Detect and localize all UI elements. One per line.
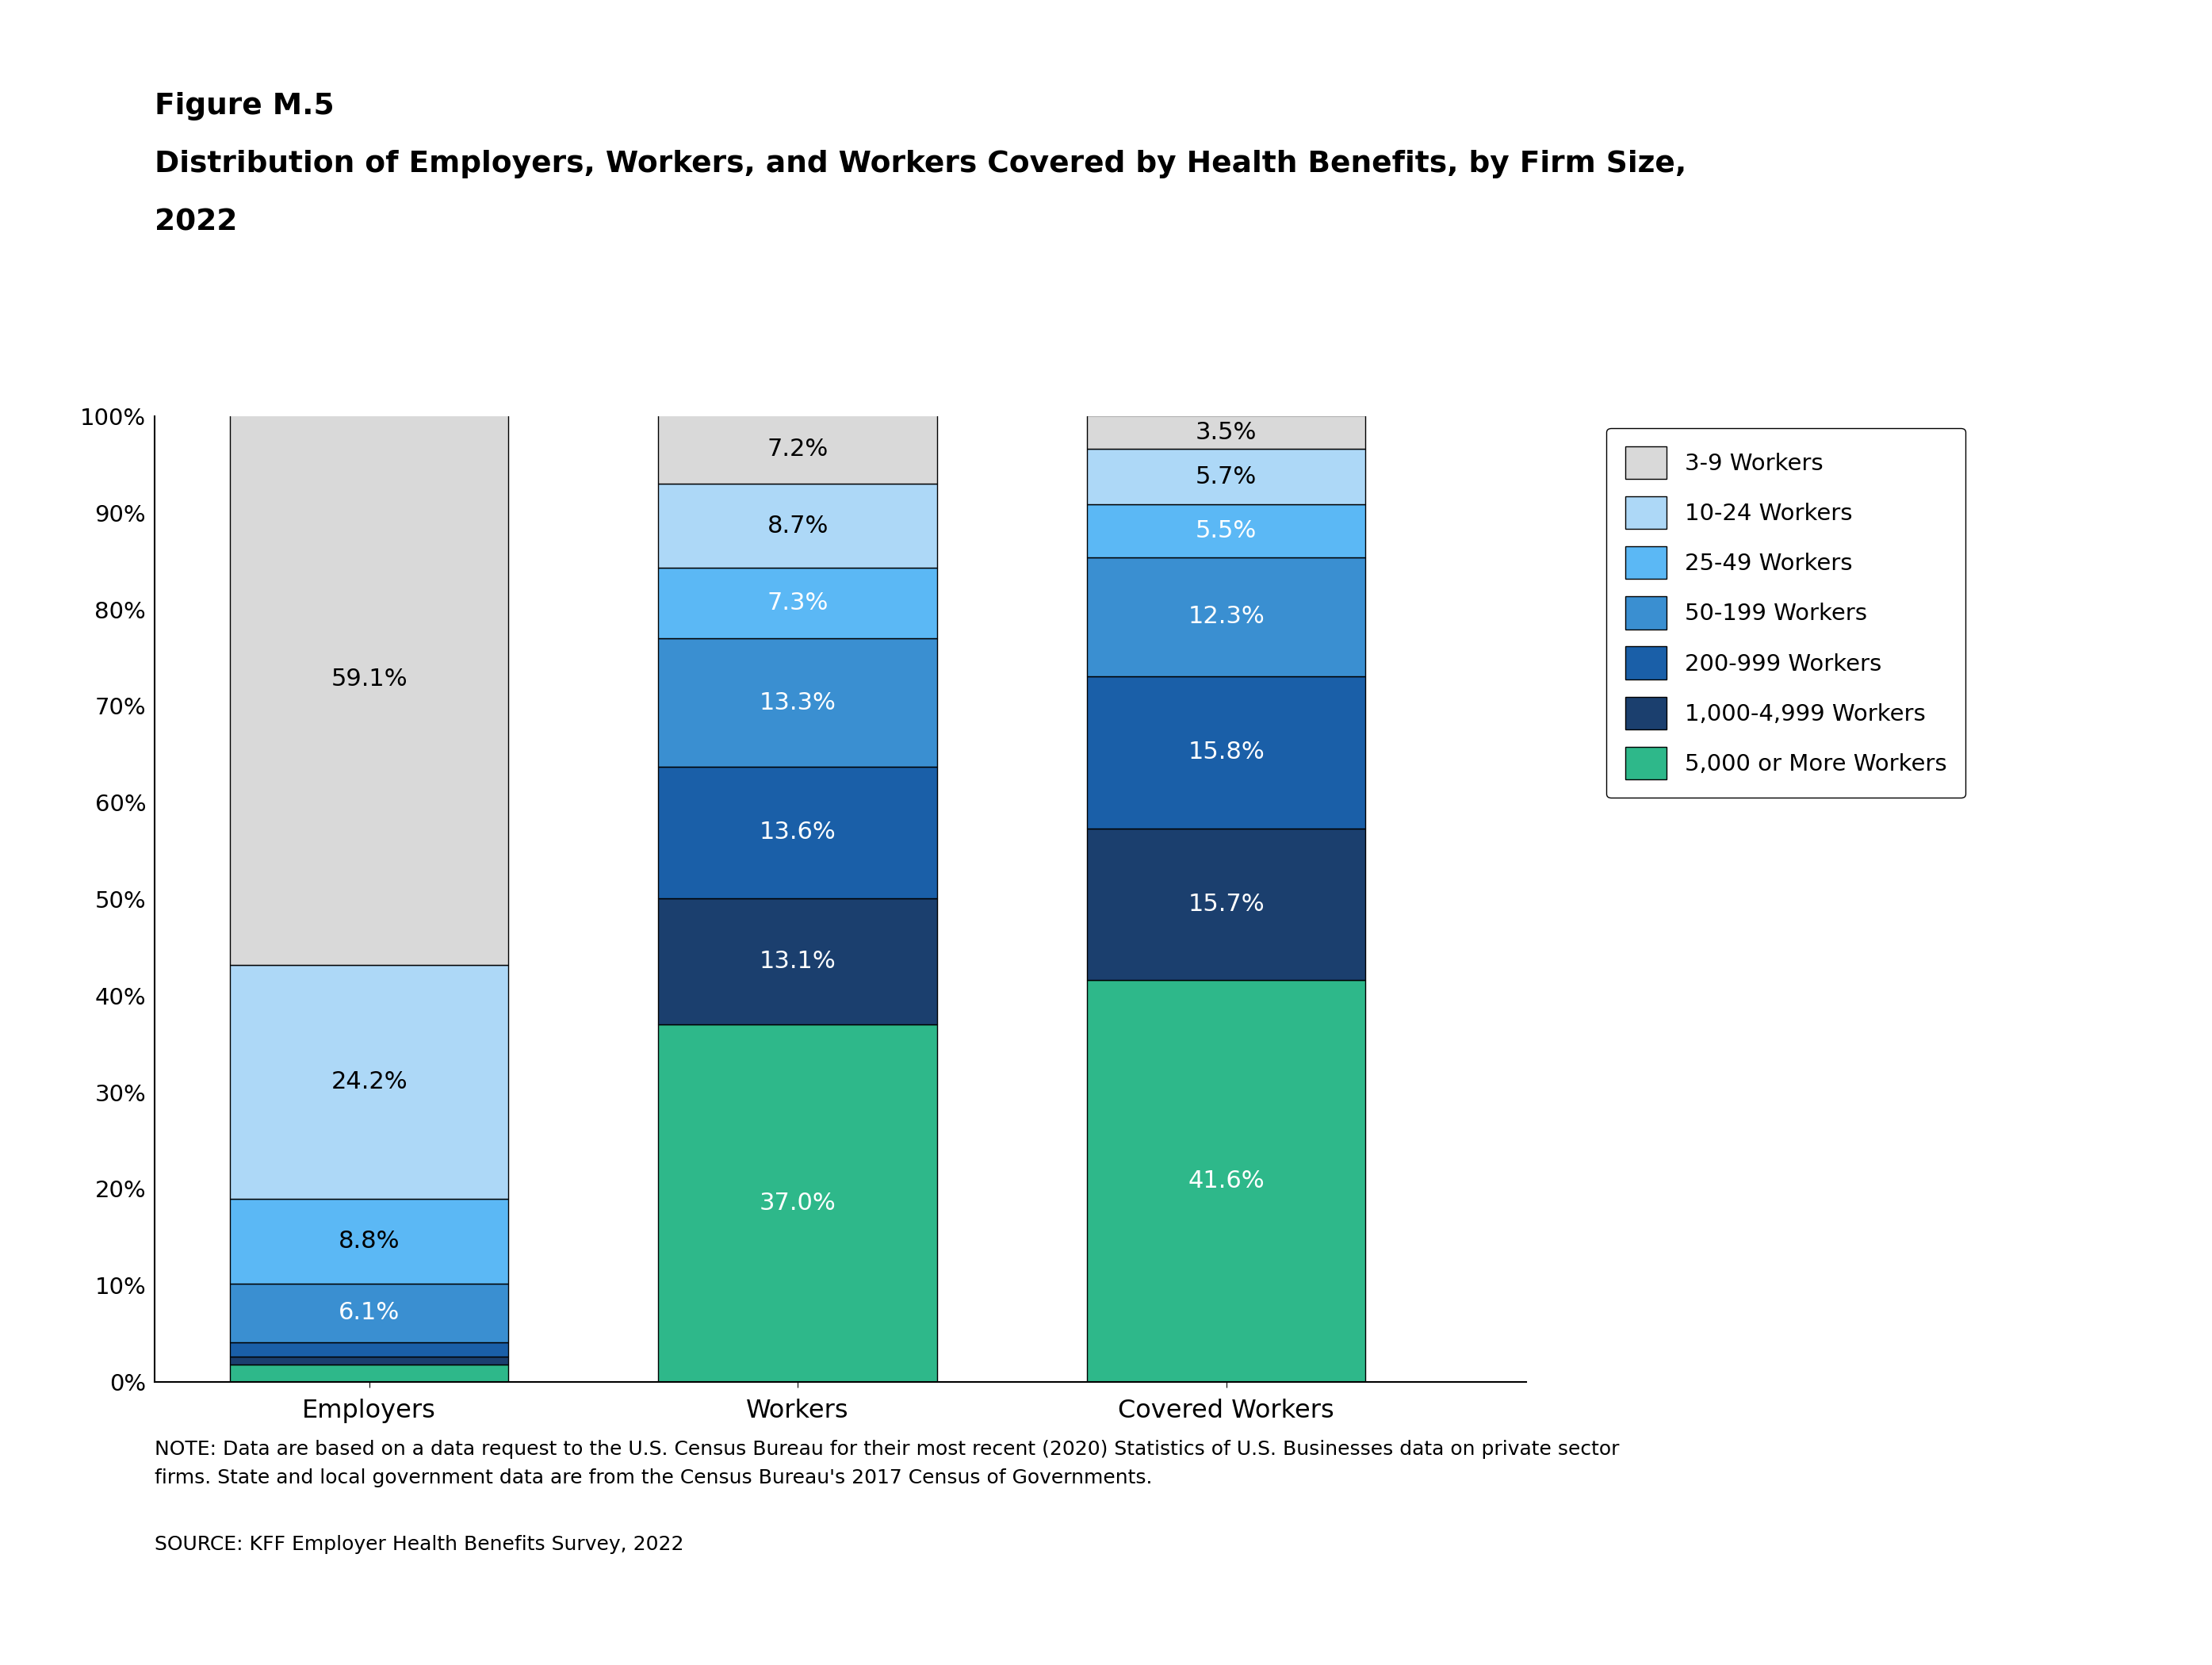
Bar xyxy=(1086,415,1365,450)
Bar xyxy=(659,1024,938,1382)
Text: NOTE: Data are based on a data request to the U.S. Census Bureau for their most : NOTE: Data are based on a data request t… xyxy=(155,1440,1619,1487)
Text: 15.8%: 15.8% xyxy=(1188,741,1265,764)
Text: 2022: 2022 xyxy=(155,208,237,236)
Text: 7.3%: 7.3% xyxy=(768,591,827,614)
Bar xyxy=(1086,450,1365,504)
Text: 7.2%: 7.2% xyxy=(768,438,827,461)
Text: 6.1%: 6.1% xyxy=(338,1302,400,1324)
Text: 12.3%: 12.3% xyxy=(1188,604,1265,628)
Bar xyxy=(1086,676,1365,829)
Bar xyxy=(230,395,509,964)
Text: 5.5%: 5.5% xyxy=(1197,519,1256,543)
Bar xyxy=(230,1342,509,1357)
Text: 5.7%: 5.7% xyxy=(1197,465,1256,488)
Text: 59.1%: 59.1% xyxy=(332,668,407,691)
Text: 8.8%: 8.8% xyxy=(338,1229,400,1252)
Bar xyxy=(659,638,938,768)
Bar xyxy=(1086,981,1365,1382)
Bar xyxy=(230,1284,509,1342)
Bar xyxy=(230,1365,509,1382)
Bar xyxy=(230,1199,509,1284)
Text: 3.5%: 3.5% xyxy=(1197,421,1256,443)
Bar xyxy=(1086,829,1365,981)
Bar xyxy=(659,568,938,638)
Bar xyxy=(1086,558,1365,676)
Text: 15.7%: 15.7% xyxy=(1188,892,1265,916)
Legend: 3-9 Workers, 10-24 Workers, 25-49 Workers, 50-199 Workers, 200-999 Workers, 1,00: 3-9 Workers, 10-24 Workers, 25-49 Worker… xyxy=(1606,428,1966,798)
Text: 13.6%: 13.6% xyxy=(759,821,836,844)
Text: 24.2%: 24.2% xyxy=(332,1071,407,1094)
Bar xyxy=(230,964,509,1199)
Text: SOURCE: KFF Employer Health Benefits Survey, 2022: SOURCE: KFF Employer Health Benefits Sur… xyxy=(155,1535,684,1553)
Bar xyxy=(230,1357,509,1365)
Text: 37.0%: 37.0% xyxy=(759,1192,836,1215)
Bar xyxy=(659,768,938,897)
Bar xyxy=(659,485,938,568)
Bar xyxy=(659,415,938,485)
Bar xyxy=(659,897,938,1024)
Text: Distribution of Employers, Workers, and Workers Covered by Health Benefits, by F: Distribution of Employers, Workers, and … xyxy=(155,150,1688,178)
Bar xyxy=(1086,504,1365,558)
Text: 41.6%: 41.6% xyxy=(1188,1169,1265,1192)
Text: Figure M.5: Figure M.5 xyxy=(155,92,334,120)
Text: 13.3%: 13.3% xyxy=(759,691,836,714)
Text: 8.7%: 8.7% xyxy=(768,514,827,538)
Text: 13.1%: 13.1% xyxy=(759,951,836,972)
